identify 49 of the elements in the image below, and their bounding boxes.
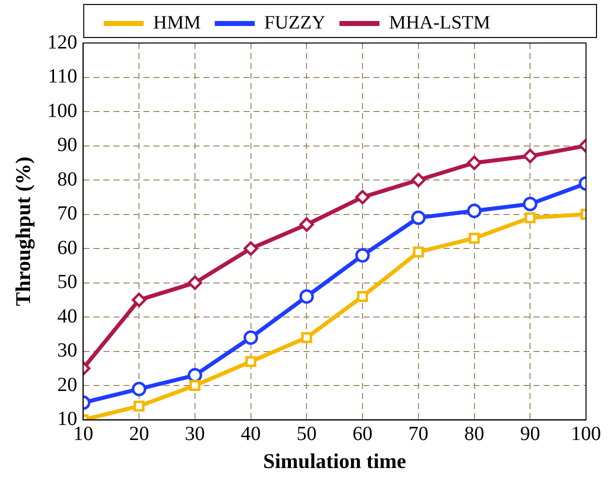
x-tick-label: 50 — [296, 423, 317, 446]
y-axis-title: Throughput (%) — [11, 156, 36, 306]
point — [355, 248, 370, 263]
point — [355, 190, 370, 204]
legend-label: MHA-LSTM — [388, 12, 490, 34]
point — [132, 382, 146, 396]
point — [467, 204, 482, 218]
x-tick-label: 40 — [240, 423, 261, 446]
x-tick-label: 20 — [129, 423, 150, 446]
y-tick-label: 60 — [57, 236, 78, 259]
x-tick-label: 100 — [571, 423, 601, 446]
x-tick-label: 30 — [184, 423, 205, 446]
point — [412, 246, 424, 258]
point — [132, 292, 146, 308]
point — [244, 241, 258, 256]
y-tick-label: 30 — [57, 340, 78, 362]
point — [357, 290, 368, 302]
point — [299, 217, 314, 232]
x-axis-title: Simulation time — [263, 448, 406, 473]
point — [411, 210, 426, 225]
point — [524, 212, 536, 224]
y-tick-label: 90 — [57, 134, 78, 156]
y-tick-label: 100 — [47, 100, 78, 122]
point — [468, 232, 480, 244]
point — [188, 276, 202, 290]
y-tick-label: 40 — [57, 305, 78, 328]
point — [411, 172, 426, 188]
y-tick-label: 80 — [57, 168, 78, 190]
legend-label: HMM — [153, 12, 201, 34]
point — [522, 148, 538, 164]
point — [244, 330, 258, 345]
point — [245, 356, 256, 368]
y-tick-label: 70 — [57, 202, 78, 225]
x-tick-label: 80 — [464, 423, 484, 446]
x-tick-label: 60 — [352, 423, 373, 446]
y-tick-label: 20 — [57, 374, 78, 396]
point — [189, 380, 200, 392]
point — [299, 289, 314, 304]
point — [522, 196, 538, 212]
x-tick-label: 70 — [408, 423, 428, 446]
y-tick-label: 120 — [47, 31, 78, 54]
x-tick-label: 90 — [520, 423, 540, 446]
point — [301, 332, 312, 344]
y-tick-label: 50 — [57, 271, 78, 294]
point — [467, 156, 482, 170]
y-tick-label: 110 — [48, 66, 78, 88]
point — [134, 400, 145, 412]
y-tick-label: 10 — [57, 408, 78, 430]
legend-label: FUZZY — [264, 12, 326, 34]
